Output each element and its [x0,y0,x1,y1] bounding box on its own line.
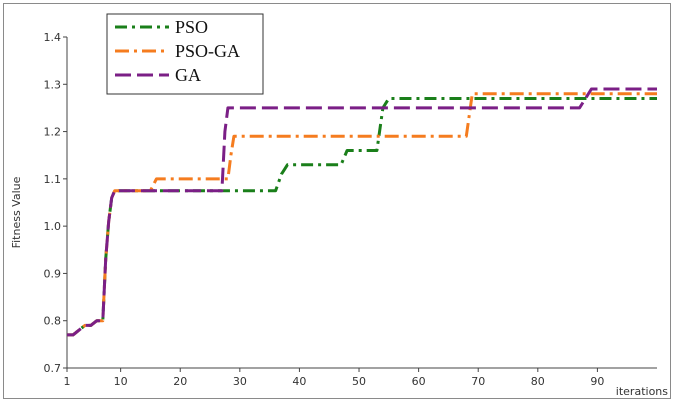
legend-label: GA [175,65,201,85]
x-ticks: 1 10 20 30 40 50 60 70 80 90 [64,368,604,388]
y-tick-label: 1.4 [44,31,62,44]
legend: PSO PSO-GA GA [106,13,264,95]
x-tick-label: 80 [531,375,545,388]
y-tick-label: 1.3 [44,78,62,91]
chart-frame [3,3,671,399]
x-axis-title: iterations [616,385,668,398]
x-tick-label: 60 [412,375,426,388]
y-ticks: 0.7 0.8 0.9 1.0 1.1 1.2 1.3 1.4 [44,31,67,375]
x-tick-label: 1 [64,375,71,388]
y-tick-label: 0.7 [44,362,62,375]
y-tick-label: 0.8 [44,315,62,328]
legend-label: PSO-GA [175,41,240,61]
series-line-pso-ga [67,92,657,337]
axes [66,37,657,369]
series-line-pso [67,97,657,337]
x-tick-label: 30 [233,375,247,388]
y-tick-label: 1.0 [44,220,62,233]
x-tick-label: 10 [114,375,128,388]
x-tick-label: 20 [173,375,187,388]
y-tick-label: 1.2 [44,126,62,139]
x-tick-label: 70 [471,375,485,388]
y-tick-label: 0.9 [44,267,62,280]
x-tick-label: 40 [292,375,306,388]
y-axis-title: Fitness Value [10,176,23,248]
x-tick-label: 50 [352,375,366,388]
series-lines [67,87,657,337]
series-line-ga [67,87,657,337]
x-tick-label: 90 [590,375,604,388]
y-tick-label: 1.1 [44,173,62,186]
legend-label: PSO [175,17,208,37]
